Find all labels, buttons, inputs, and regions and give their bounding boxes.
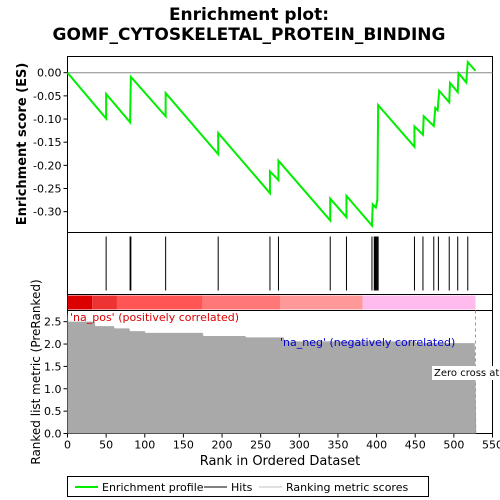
es-y-tick-label: -0.25 bbox=[33, 183, 61, 196]
zero-cross-label: Zero cross at bbox=[434, 368, 499, 379]
legend-label-1: Hits bbox=[231, 481, 253, 494]
es-y-tick-label: -0.30 bbox=[33, 206, 61, 219]
legend-box bbox=[67, 476, 429, 497]
x-tick-label: 0 bbox=[64, 439, 71, 452]
heat-strip-segment bbox=[362, 295, 476, 310]
legend-label-0: Enrichment profile bbox=[102, 481, 204, 494]
x-tick-label: 550 bbox=[482, 439, 500, 452]
es-y-tick-label: 0.00 bbox=[37, 67, 62, 80]
ranking-metric-area bbox=[67, 310, 477, 434]
es-y-tick-label: -0.05 bbox=[33, 90, 61, 103]
x-tick-label: 500 bbox=[443, 439, 464, 452]
legend-label-2: Ranking metric scores bbox=[286, 481, 408, 494]
x-tick-label: 450 bbox=[405, 439, 426, 452]
es-y-axis-label: Enrichment score (ES) bbox=[15, 63, 30, 226]
metric-y-tick-label: 2.5 bbox=[44, 316, 62, 329]
x-axis-label: Rank in Ordered Dataset bbox=[200, 454, 361, 469]
heat-strip-segment bbox=[67, 295, 93, 310]
x-tick-label: 300 bbox=[289, 439, 310, 452]
zero-cross-label-bg bbox=[432, 366, 494, 380]
metric-y-tick-label: 1.5 bbox=[44, 360, 62, 373]
x-tick-label: 150 bbox=[173, 439, 194, 452]
chart-title: Enrichment plot: bbox=[169, 5, 329, 25]
hits-panel-frame bbox=[67, 232, 493, 295]
metric-y-axis-label: Ranked list metric (PreRanked) bbox=[29, 279, 43, 464]
enrichment-profile-series bbox=[66, 59, 477, 229]
metric-y-tick-label: 1.0 bbox=[44, 383, 62, 396]
heat-strip-segment bbox=[202, 295, 280, 310]
metric-y-axis-ticks: 0.0 0.5 1.0 1.5 2.0 2.5 bbox=[44, 316, 68, 441]
metric-y-tick-label: 0.5 bbox=[44, 405, 62, 418]
x-tick-label: 100 bbox=[134, 439, 155, 452]
legend: Enrichment profile Hits Ranking metric sco… bbox=[75, 481, 408, 494]
negative-correlation-label: 'na_neg' (negatively correlated) bbox=[280, 336, 455, 349]
x-tick-label: 250 bbox=[250, 439, 271, 452]
hits-series bbox=[105, 236, 469, 291]
chart-subtitle: GOMF_CYTOSKELETAL_PROTEIN_BINDING bbox=[53, 25, 446, 45]
metric-y-tick-label: 2.0 bbox=[44, 338, 62, 351]
heat-strip-segment bbox=[280, 295, 363, 310]
heat-strip bbox=[67, 295, 476, 310]
x-tick-label: 350 bbox=[327, 439, 348, 452]
positive-correlation-label: 'na_pos' (positively correlated) bbox=[70, 311, 239, 324]
enrichment-profile-line bbox=[66, 59, 477, 229]
es-y-tick-label: -0.20 bbox=[33, 159, 61, 172]
x-tick-label: 200 bbox=[212, 439, 233, 452]
es-y-tick-label: -0.15 bbox=[33, 136, 61, 149]
es-y-tick-label: -0.10 bbox=[33, 113, 61, 126]
metric-y-tick-label: 0.0 bbox=[44, 428, 62, 441]
x-axis-ticks: 0 50 100 150 200 250 300 350 400 450 500 550 bbox=[64, 433, 500, 452]
heat-strip-segment bbox=[116, 295, 203, 310]
es-y-axis-ticks: 0.00 -0.05 -0.10 -0.15 -0.20 -0.25 -0.30 bbox=[33, 67, 68, 219]
x-tick-label: 50 bbox=[99, 439, 113, 452]
x-tick-label: 400 bbox=[366, 439, 387, 452]
heat-strip-segment bbox=[92, 295, 117, 310]
